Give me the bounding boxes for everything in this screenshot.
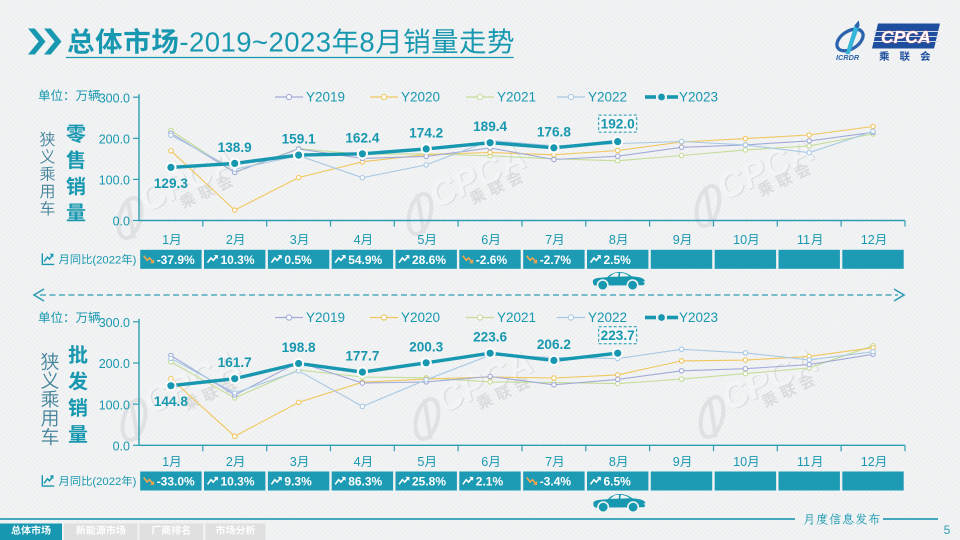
svg-text:3: 3 — [290, 233, 297, 247]
svg-text:6: 6 — [481, 455, 488, 469]
svg-text:5: 5 — [417, 233, 424, 247]
svg-text:-2.7%: -2.7% — [540, 253, 572, 267]
svg-text:Y2020: Y2020 — [401, 90, 440, 105]
svg-text:138.9: 138.9 — [218, 140, 252, 155]
svg-text:2.5%: 2.5% — [604, 253, 632, 267]
svg-text:192.0: 192.0 — [601, 117, 635, 132]
svg-text:200.0: 200.0 — [99, 133, 130, 147]
svg-text:10.3%: 10.3% — [221, 253, 255, 267]
svg-text:300.0: 300.0 — [99, 316, 130, 330]
svg-text:-3.4%: -3.4% — [540, 475, 572, 489]
svg-text:(2022: (2022 — [92, 476, 121, 488]
svg-text:): ) — [133, 476, 137, 488]
svg-text:200.3: 200.3 — [409, 339, 443, 354]
svg-text:223.7: 223.7 — [601, 328, 635, 343]
svg-text:8: 8 — [359, 27, 375, 58]
svg-text:174.2: 174.2 — [409, 125, 443, 140]
svg-text:177.7: 177.7 — [345, 349, 379, 364]
svg-text:10: 10 — [733, 455, 747, 469]
svg-text:7: 7 — [545, 233, 552, 247]
svg-text:0.0: 0.0 — [113, 215, 130, 229]
svg-text:Y2022: Y2022 — [588, 90, 627, 105]
svg-text:7: 7 — [545, 455, 552, 469]
svg-text:198.8: 198.8 — [282, 340, 316, 355]
svg-text:2: 2 — [226, 455, 233, 469]
svg-text:144.8: 144.8 — [154, 394, 188, 409]
svg-text:159.1: 159.1 — [282, 132, 316, 147]
svg-text:28.6%: 28.6% — [412, 253, 446, 267]
svg-text:8: 8 — [609, 455, 616, 469]
svg-text:10.3%: 10.3% — [221, 475, 255, 489]
svg-text:-37.9%: -37.9% — [157, 253, 195, 267]
svg-text:12: 12 — [861, 455, 875, 469]
svg-text:10: 10 — [733, 233, 747, 247]
svg-text:Y2021: Y2021 — [497, 310, 536, 325]
svg-text:4: 4 — [354, 455, 361, 469]
svg-text:100.0: 100.0 — [99, 398, 130, 412]
svg-text:300.0: 300.0 — [99, 91, 130, 105]
svg-text:25.8%: 25.8% — [412, 475, 446, 489]
svg-text:9: 9 — [673, 455, 680, 469]
svg-text:1: 1 — [162, 233, 169, 247]
svg-text:1: 1 — [162, 455, 169, 469]
svg-text:129.3: 129.3 — [154, 176, 188, 191]
svg-text:4: 4 — [354, 233, 361, 247]
svg-text:8: 8 — [609, 233, 616, 247]
svg-text:2.1%: 2.1% — [476, 475, 504, 489]
svg-text:206.2: 206.2 — [537, 337, 571, 352]
svg-text:189.4: 189.4 — [473, 119, 507, 134]
svg-text:54.9%: 54.9% — [348, 253, 382, 267]
svg-text:161.7: 161.7 — [218, 355, 252, 370]
svg-text:Y2021: Y2021 — [497, 90, 536, 105]
svg-text:0.5%: 0.5% — [284, 253, 312, 267]
svg-text:9.3%: 9.3% — [284, 475, 312, 489]
svg-text:5: 5 — [944, 523, 951, 537]
svg-text:12: 12 — [861, 233, 875, 247]
svg-text:Y2019: Y2019 — [306, 90, 345, 105]
svg-text:3: 3 — [290, 455, 297, 469]
svg-text:-2.6%: -2.6% — [476, 253, 508, 267]
svg-text:(2022: (2022 — [92, 254, 121, 266]
svg-text:162.4: 162.4 — [345, 130, 379, 145]
svg-text:86.3%: 86.3% — [348, 475, 382, 489]
svg-text:Y2022: Y2022 — [588, 310, 627, 325]
svg-text:9: 9 — [673, 233, 680, 247]
svg-text:2: 2 — [226, 233, 233, 247]
svg-text:CPCA: CPCA — [881, 27, 931, 47]
svg-text:Y2019: Y2019 — [306, 310, 345, 325]
svg-text:6: 6 — [481, 233, 488, 247]
svg-text:Y2023: Y2023 — [679, 90, 718, 105]
svg-text:): ) — [133, 254, 137, 266]
svg-text:5: 5 — [417, 455, 424, 469]
svg-text:11: 11 — [797, 233, 810, 247]
svg-text:-2019~2023: -2019~2023 — [179, 27, 331, 58]
svg-text:100.0: 100.0 — [99, 174, 130, 188]
svg-text:176.8: 176.8 — [537, 124, 571, 139]
svg-text:-33.0%: -33.0% — [157, 475, 195, 489]
svg-text:200.0: 200.0 — [99, 357, 130, 371]
svg-text:0.0: 0.0 — [113, 440, 130, 454]
svg-text:Y2023: Y2023 — [679, 310, 718, 325]
svg-text:6.5%: 6.5% — [604, 475, 632, 489]
svg-text:11: 11 — [797, 455, 810, 469]
svg-text:Y2020: Y2020 — [401, 310, 440, 325]
svg-text:223.6: 223.6 — [473, 330, 507, 345]
svg-text:ICRDR: ICRDR — [836, 53, 860, 62]
